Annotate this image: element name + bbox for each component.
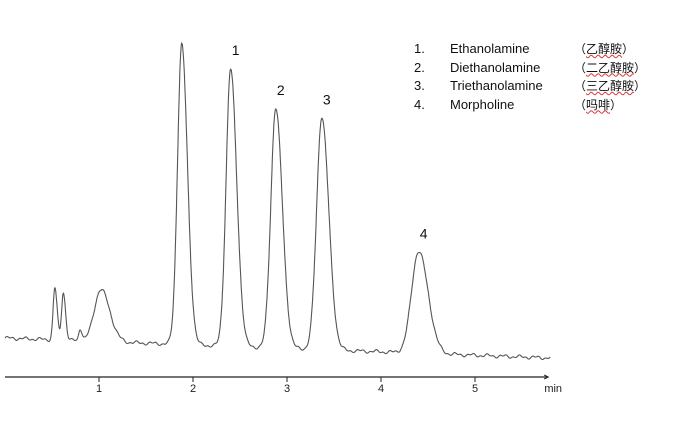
x-axis-label: min bbox=[544, 383, 562, 395]
x-axis-arrow bbox=[543, 374, 550, 380]
chromatogram-trace bbox=[4, 42, 551, 361]
legend-name: Diethanolamine bbox=[450, 59, 541, 75]
legend-cn: （乙醇胺） bbox=[574, 42, 635, 56]
peak-label: 2 bbox=[277, 82, 285, 98]
peak-label: 4 bbox=[420, 226, 428, 242]
x-tick-label: 4 bbox=[378, 383, 384, 395]
legend-num: 3. bbox=[414, 78, 425, 93]
x-tick-label: 3 bbox=[284, 383, 290, 395]
peak-label: 1 bbox=[232, 42, 240, 58]
legend-num: 2. bbox=[414, 59, 425, 75]
legend-cn: （三乙醇胺） bbox=[574, 79, 647, 93]
legend-name: Triethanolamine bbox=[450, 78, 543, 93]
legend-name: Morpholine bbox=[450, 96, 515, 112]
legend-name: Ethanolamine bbox=[450, 41, 530, 56]
legend-cn: （吗啡） bbox=[574, 97, 623, 112]
legend-num: 4. bbox=[414, 96, 425, 112]
peak-label: 3 bbox=[323, 91, 331, 107]
x-tick-label: 2 bbox=[190, 383, 196, 395]
legend-cn: （二乙醇胺） bbox=[574, 60, 647, 75]
x-tick-label: 5 bbox=[472, 383, 478, 395]
legend-num: 1. bbox=[414, 41, 425, 56]
x-tick-label: 1 bbox=[96, 383, 102, 395]
